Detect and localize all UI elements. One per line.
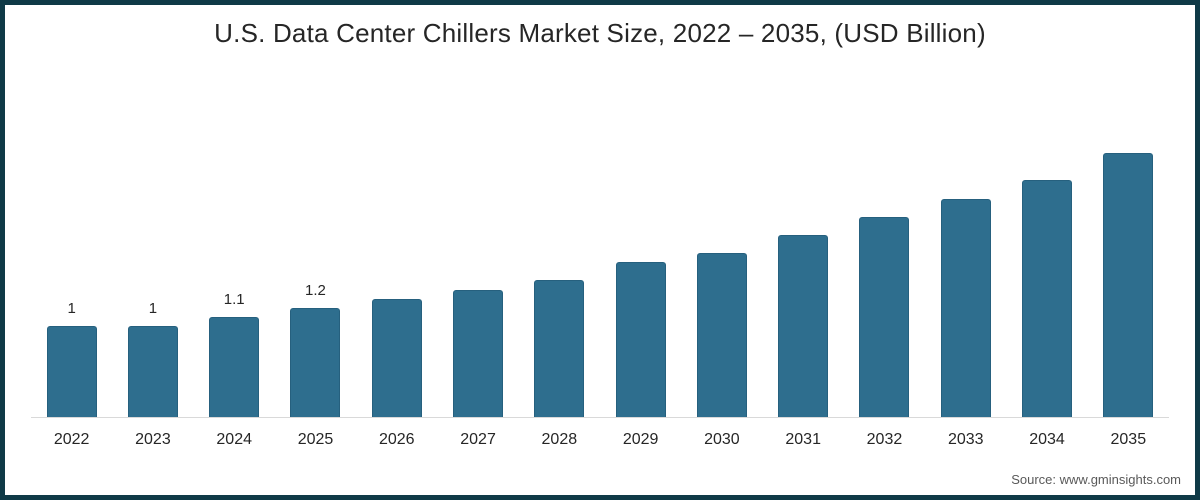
x-axis-label: 2031 bbox=[785, 431, 821, 448]
chart-title: U.S. Data Center Chillers Market Size, 2… bbox=[214, 18, 986, 48]
bar-value-label: 1.2 bbox=[305, 282, 326, 299]
bar-group: 1 bbox=[112, 300, 193, 417]
bar-value-label: 1.1 bbox=[223, 291, 245, 308]
x-axis-label: 2024 bbox=[216, 431, 252, 448]
bar-2023 bbox=[127, 326, 178, 417]
bar-group bbox=[763, 235, 844, 417]
bar-2027 bbox=[453, 290, 504, 417]
bar-group bbox=[1088, 153, 1169, 417]
bar-2029 bbox=[615, 262, 666, 417]
bar-2030 bbox=[696, 253, 747, 417]
bar-2034 bbox=[1022, 180, 1073, 417]
bar-2031 bbox=[778, 235, 829, 417]
bar-2025 bbox=[290, 308, 341, 417]
x-axis-label: 2028 bbox=[541, 431, 578, 448]
bar-group bbox=[681, 253, 762, 417]
plot-area: 1 1 1.1 1.2 bbox=[31, 60, 1169, 418]
bar-2033 bbox=[940, 199, 991, 417]
bar-group bbox=[925, 199, 1006, 417]
x-axis-label: 2023 bbox=[135, 431, 171, 448]
source-attribution: Source: www.gminsights.com bbox=[1011, 472, 1181, 487]
x-axis-label: 2034 bbox=[1029, 431, 1065, 448]
x-axis-label: 2032 bbox=[866, 431, 903, 448]
x-axis-label: 2029 bbox=[622, 431, 659, 448]
bar-value-label: 1 bbox=[148, 300, 158, 317]
bar-group: 1.2 bbox=[275, 282, 356, 417]
bar-group bbox=[1006, 180, 1087, 417]
bar-2024 bbox=[209, 317, 260, 417]
bar-group: 1 bbox=[31, 300, 112, 417]
x-axis-label: 2022 bbox=[53, 431, 90, 448]
bar-group bbox=[356, 299, 437, 417]
x-axis-label: 2033 bbox=[947, 431, 984, 448]
bar-group: 1.1 bbox=[194, 291, 275, 417]
bar-2026 bbox=[371, 299, 422, 417]
bar-group bbox=[600, 262, 681, 417]
x-axis-label: 2027 bbox=[460, 431, 496, 448]
bar-2035 bbox=[1103, 153, 1154, 417]
x-axis-label: 2030 bbox=[704, 431, 740, 448]
bar-group bbox=[437, 290, 518, 417]
x-axis-label: 2035 bbox=[1110, 431, 1147, 448]
bar-group bbox=[519, 280, 600, 417]
bar-2028 bbox=[534, 280, 585, 417]
bar-2022 bbox=[46, 326, 97, 417]
bar-value-label: 1 bbox=[67, 300, 76, 317]
bar-2032 bbox=[859, 217, 910, 417]
x-axis-label: 2026 bbox=[378, 431, 415, 448]
bar-group bbox=[844, 217, 925, 417]
x-axis-label: 2025 bbox=[297, 431, 334, 448]
x-axis-labels: 2022 2023 2024 2025 2026 2027 2028 2029 2030 2031… bbox=[31, 431, 1169, 449]
